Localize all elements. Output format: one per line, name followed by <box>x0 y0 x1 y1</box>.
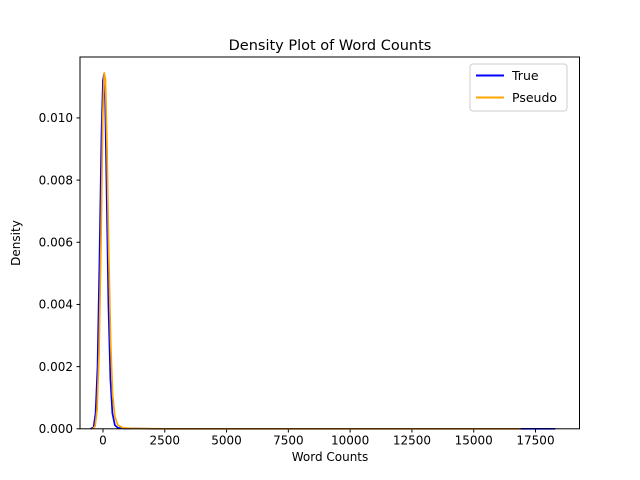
x-tick-label: 12500 <box>393 434 431 448</box>
legend-box: True Pseudo <box>469 63 568 112</box>
y-tick-label: 0.006 <box>39 235 73 249</box>
legend-label: Pseudo <box>512 90 557 105</box>
y-axis-ticks: 0.000 0.002 0.004 0.006 0.008 0.010 <box>39 111 80 436</box>
axes-frame <box>79 56 580 430</box>
x-tick-label: 0 <box>99 434 107 448</box>
x-axis-ticks: 0 2500 5000 7500 10000 12500 15000 17500 <box>99 428 555 448</box>
y-tick-label: 0.004 <box>39 298 73 312</box>
x-tick-label: 7500 <box>273 434 304 448</box>
x-tick-label: 17500 <box>516 434 554 448</box>
x-tick-label: 5000 <box>211 434 242 448</box>
x-tick-label: 15000 <box>455 434 493 448</box>
x-axis-label: Word Counts <box>292 450 369 464</box>
legend-label: True <box>511 68 539 83</box>
y-axis-label: Density <box>9 220 23 266</box>
y-tick-label: 0.008 <box>39 173 73 187</box>
y-tick-label: 0.002 <box>39 360 73 374</box>
x-tick-label: 10000 <box>331 434 369 448</box>
y-tick-label: 0.000 <box>39 422 73 436</box>
plot-title: Density Plot of Word Counts <box>229 38 432 54</box>
y-tick-label: 0.010 <box>39 111 73 125</box>
x-tick-label: 2500 <box>150 434 181 448</box>
